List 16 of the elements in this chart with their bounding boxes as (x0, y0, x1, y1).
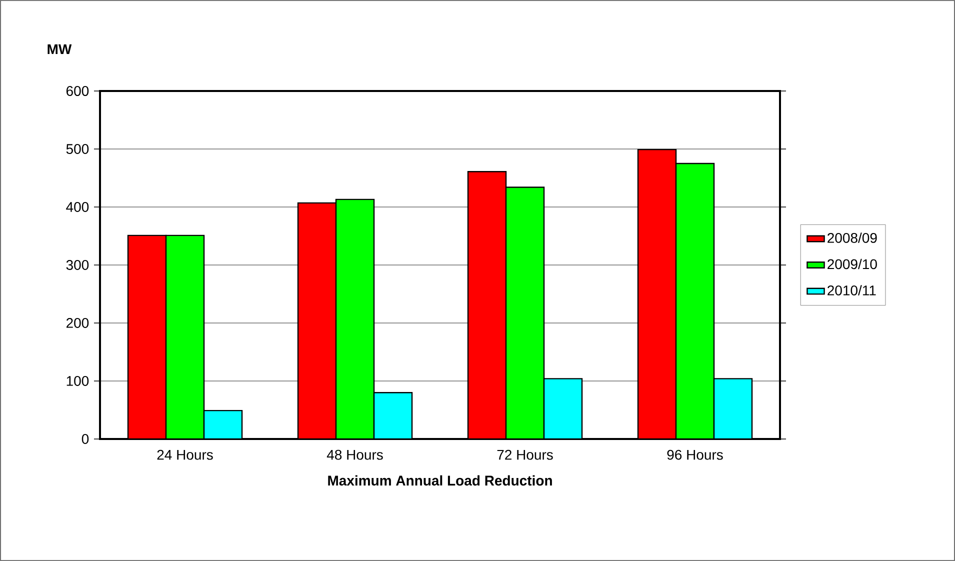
y-tick-label: 0 (82, 434, 89, 444)
y-tick-label: 100 (66, 376, 89, 386)
legend-label: 2009/10 (828, 258, 877, 270)
y-tick-label: 600 (66, 86, 89, 96)
y-axis-title: MW (48, 44, 72, 54)
y-tick-label: 200 (66, 318, 89, 328)
legend-label: 2010/11 (828, 285, 876, 296)
x-tick-label: 48 Hours (326, 450, 383, 460)
y-tick-label: 500 (66, 144, 89, 154)
x-axis-title: Maximum Annual Load Reduction (328, 475, 552, 486)
legend-label: 2008/09 (828, 232, 877, 243)
x-tick-label: 72 Hours (497, 450, 553, 460)
y-tick-label: 300 (66, 260, 89, 270)
x-tick-label: 24 Hours (157, 450, 213, 460)
x-tick-label: 96 Hours (667, 450, 723, 460)
y-tick-label: 400 (66, 202, 89, 212)
